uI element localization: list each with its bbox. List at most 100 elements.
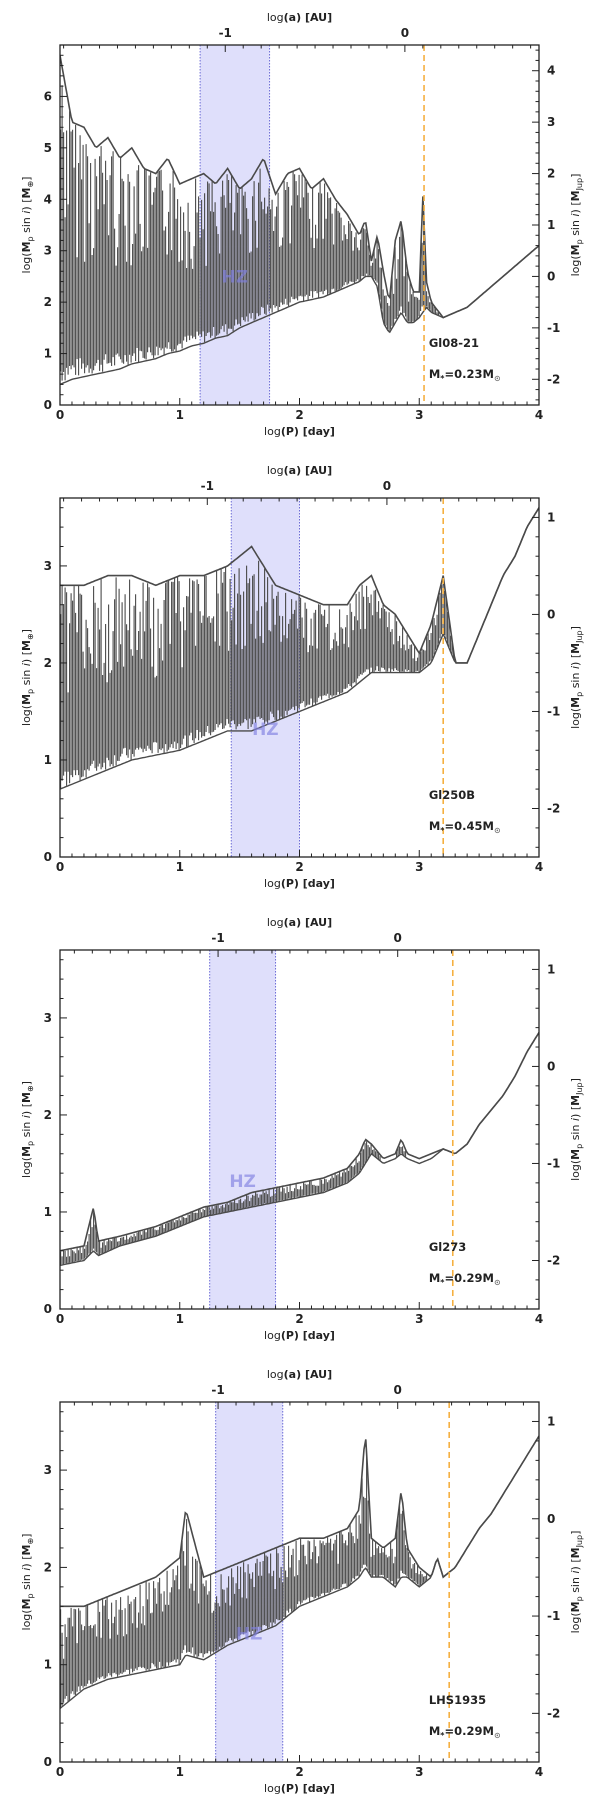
y-tick-label: 3: [44, 559, 52, 573]
y-label-i: i: [20, 663, 33, 666]
y2-label-bracket: ) [: [569, 1558, 582, 1570]
y-label-m: M: [20, 241, 33, 252]
x-axis-label-p: (P) [day]: [281, 1329, 335, 1342]
y2-label-i: i: [569, 1118, 582, 1121]
stellar-mass-sub: *: [440, 1731, 445, 1740]
x-tick-label: 3: [415, 860, 423, 874]
y2-tick-label: -2: [547, 372, 560, 386]
sensitivity-curve: [60, 1435, 539, 1710]
top-axis-label: log(a) [AU]: [267, 11, 332, 24]
y-label-i: i: [20, 1115, 33, 1118]
star-name-label: Gl250B: [429, 788, 475, 802]
y2-label-sub: p: [575, 1596, 584, 1601]
y2-label-bracket: ) [: [569, 654, 582, 666]
x-tick-label: 1: [176, 860, 184, 874]
x-axis-label-log: log: [264, 877, 281, 890]
y-label-m: M: [20, 694, 33, 705]
top-axis-label: log(a) [AU]: [267, 1368, 332, 1381]
stellar-mass-m: M: [429, 1724, 440, 1738]
y-tick-label: 0: [44, 398, 52, 412]
top-axis-label-log: log: [267, 11, 284, 24]
x-tick-label: 0: [56, 1765, 64, 1779]
stellar-mass-value: =0.23M: [444, 367, 493, 381]
sensitivity-curve: [60, 1032, 539, 1266]
y-tick-label: 0: [44, 1302, 52, 1316]
y-tick-label: 2: [44, 295, 52, 309]
top-tick-label: 0: [383, 479, 391, 493]
top-tick-label: -1: [211, 931, 224, 945]
y-label-sin: sin: [20, 1118, 33, 1141]
y2-label-log: log(: [569, 1612, 582, 1633]
y2-tick-label: 1: [547, 1414, 555, 1428]
y-tick-label: 3: [44, 244, 52, 258]
y-axis-label: log(Mp sin i) [M⊕]: [20, 177, 35, 274]
x-tick-label: 3: [415, 1765, 423, 1779]
y-label-sub: p: [26, 236, 35, 241]
x-tick-label: 3: [415, 408, 423, 422]
x-tick-label: 4: [535, 860, 543, 874]
stellar-mass-m: M: [429, 367, 440, 381]
y2-label-jup: Jup: [575, 178, 584, 192]
y-label-i: i: [20, 211, 33, 214]
y2-label-sin: sin: [569, 1121, 582, 1144]
stellar-mass-sub: *: [440, 374, 445, 383]
top-axis-label-a: (a) [AU]: [284, 11, 332, 24]
hz-label: HZ: [252, 720, 279, 740]
y2-label-bracket: ) [: [569, 201, 582, 213]
y-label-log: log(: [20, 705, 33, 726]
stellar-mass-label: M*=0.45M⊙: [429, 819, 501, 835]
top-axis-label-log: log: [267, 464, 284, 477]
y2-tick-label: -2: [547, 801, 560, 815]
y-tick-label: 1: [44, 753, 52, 767]
stellar-mass-sun: ⊙: [494, 1731, 501, 1740]
y2-label-sin: sin: [569, 1574, 582, 1597]
y-label-earth: ⊕: [26, 633, 35, 640]
y-label-close: ]: [20, 1534, 33, 1538]
x-tick-label: 1: [176, 1765, 184, 1779]
y2-tick-label: -1: [547, 321, 560, 335]
top-axis-label-log: log: [267, 1368, 284, 1381]
y-tick-label: 2: [44, 656, 52, 670]
y-label-bracket: ) [: [20, 1555, 33, 1567]
y2-label-log: log(: [569, 708, 582, 729]
y2-label-sub: p: [575, 1144, 584, 1149]
y2-label-close: ]: [569, 1531, 582, 1535]
stellar-mass-value: =0.29M: [444, 1271, 493, 1285]
y2-tick-label: 3: [547, 115, 555, 129]
y2-label-close: ]: [569, 174, 582, 178]
y2-tick-label: 1: [547, 218, 555, 232]
y-label-close: ]: [20, 629, 33, 633]
y-tick-label: 4: [44, 192, 52, 206]
y-label-bracket: ) [: [20, 1103, 33, 1115]
y-label-earth: ⊕: [26, 181, 35, 188]
stellar-mass-sub: *: [440, 1278, 445, 1287]
x-axis-label: log(P) [day]: [264, 425, 335, 438]
x-tick-label: 4: [535, 408, 543, 422]
y-label-unit: M: [20, 1545, 33, 1556]
plot-frame: [59, 949, 540, 1310]
x-tick-label: 4: [535, 1765, 543, 1779]
y2-label-m: M: [569, 1601, 582, 1612]
y2-label-close: ]: [569, 626, 582, 630]
y-tick-label: 1: [44, 347, 52, 361]
top-axis-label: log(a) [AU]: [267, 464, 332, 477]
y-tick-label: 2: [44, 1560, 52, 1574]
x-axis-label-p: (P) [day]: [281, 425, 335, 438]
y-label-sub: p: [26, 1141, 35, 1146]
x-axis-label-log: log: [264, 1329, 281, 1342]
star-name-label: Gl08-21: [429, 336, 479, 350]
y2-tick-label: 0: [547, 1059, 555, 1073]
y-label-m: M: [20, 1598, 33, 1609]
y-tick-label: 5: [44, 141, 52, 155]
y2-label-m: M: [569, 697, 582, 708]
y2-label-i: i: [569, 213, 582, 216]
hz-band: [209, 950, 276, 1309]
y-tick-label: 2: [44, 1108, 52, 1122]
y2-tick-label: 4: [547, 64, 555, 78]
stellar-mass-sun: ⊙: [494, 374, 501, 383]
y-label-sin: sin: [20, 214, 33, 237]
y-label-sin: sin: [20, 666, 33, 689]
y-label-earth: ⊕: [26, 1538, 35, 1545]
x-axis-label: log(P) [day]: [264, 1329, 335, 1342]
